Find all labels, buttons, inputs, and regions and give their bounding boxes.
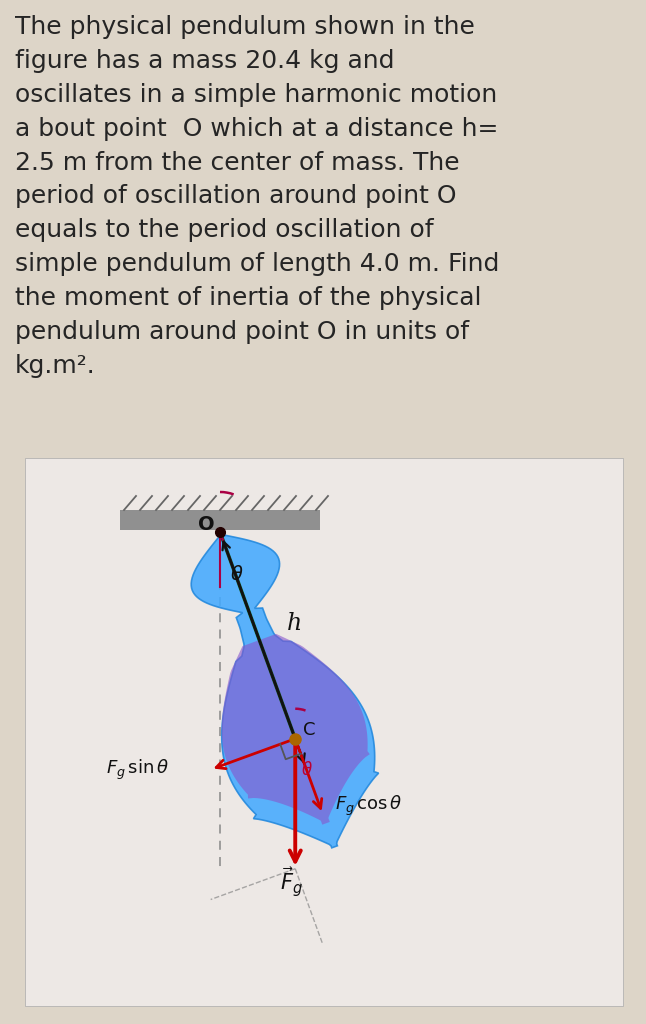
Text: C: C: [303, 721, 316, 738]
FancyBboxPatch shape: [25, 458, 623, 1006]
Text: $F_g\,\cos\theta$: $F_g\,\cos\theta$: [335, 794, 402, 818]
Text: The physical pendulum shown in the
figure has a mass 20.4 kg and
oscillates in a: The physical pendulum shown in the figur…: [15, 15, 499, 378]
Text: $F_g\,\sin\theta$: $F_g\,\sin\theta$: [106, 758, 169, 781]
Text: $\vec{F}_g$: $\vec{F}_g$: [280, 865, 303, 899]
Bar: [120, 510, 320, 530]
Polygon shape: [191, 536, 379, 848]
Text: h: h: [287, 611, 302, 635]
Text: O: O: [198, 515, 214, 534]
Text: $\theta$: $\theta$: [230, 565, 244, 584]
Polygon shape: [222, 634, 370, 824]
Text: $\theta$: $\theta$: [301, 761, 313, 778]
